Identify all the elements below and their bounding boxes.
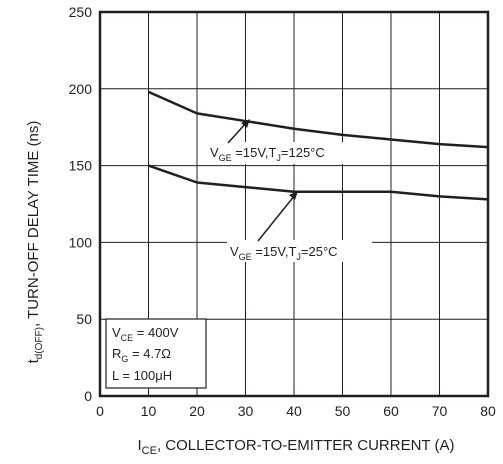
x-tick-label: 10 [141, 403, 157, 419]
annotation-25c-bg [227, 240, 372, 262]
y-tick-label: 200 [69, 81, 93, 97]
y-tick-label: 100 [69, 234, 93, 250]
conditions-box-bg [105, 318, 207, 389]
annotation-125c: VGE =15V,TJ=125°C [207, 119, 357, 164]
annotation-25c-arrow [257, 194, 296, 242]
x-tick-label: 50 [335, 403, 351, 419]
series-line-125c [147, 90, 489, 149]
x-tick-label: 60 [383, 403, 399, 419]
condition-vce: VCE = 400V [112, 325, 179, 343]
x-tick-label: 80 [480, 403, 496, 419]
x-tick-label: 20 [189, 403, 205, 419]
condition-l: L = 100μH [112, 368, 172, 383]
y-tick-label: 50 [76, 311, 92, 327]
series-line-25c [148, 164, 489, 201]
tick-labels: 0 10 20 30 40 50 60 70 80 0 50 100 150 200 250 [69, 4, 496, 419]
data-series [147, 90, 489, 201]
x-tick-label: 0 [96, 403, 104, 419]
x-axis-label: ICE, COLLECTOR-TO-EMITTER CURRENT (A) [138, 437, 455, 457]
plot-frame [98, 10, 490, 398]
x-tick-label: 30 [238, 403, 254, 419]
annotation-25c: VGE =15V,TJ=25°C [227, 191, 372, 262]
conditions-box: VCE = 400V RG = 4.7Ω L = 100μH [105, 318, 207, 389]
x-tick-label: 70 [432, 403, 448, 419]
annotation-125c-arrow [227, 121, 248, 144]
annotation-25c-arrowhead [289, 191, 298, 200]
y-tick-label: 250 [69, 4, 93, 20]
annotation-125c-arrowhead [241, 119, 250, 128]
annotation-125c-bg [207, 142, 357, 164]
y-axis-label: td(OFF), TURN-OFF DELAY TIME (ns) [25, 121, 45, 364]
y-tick-label: 0 [84, 388, 92, 404]
y-tick-label: 150 [69, 158, 93, 174]
annotation-25c-label: VGE =15V,TJ=25°C [230, 244, 338, 262]
x-tick-label: 40 [286, 403, 302, 419]
annotation-125c-label: VGE =15V,TJ=125°C [210, 145, 325, 163]
condition-rg: RG = 4.7Ω [112, 346, 171, 364]
